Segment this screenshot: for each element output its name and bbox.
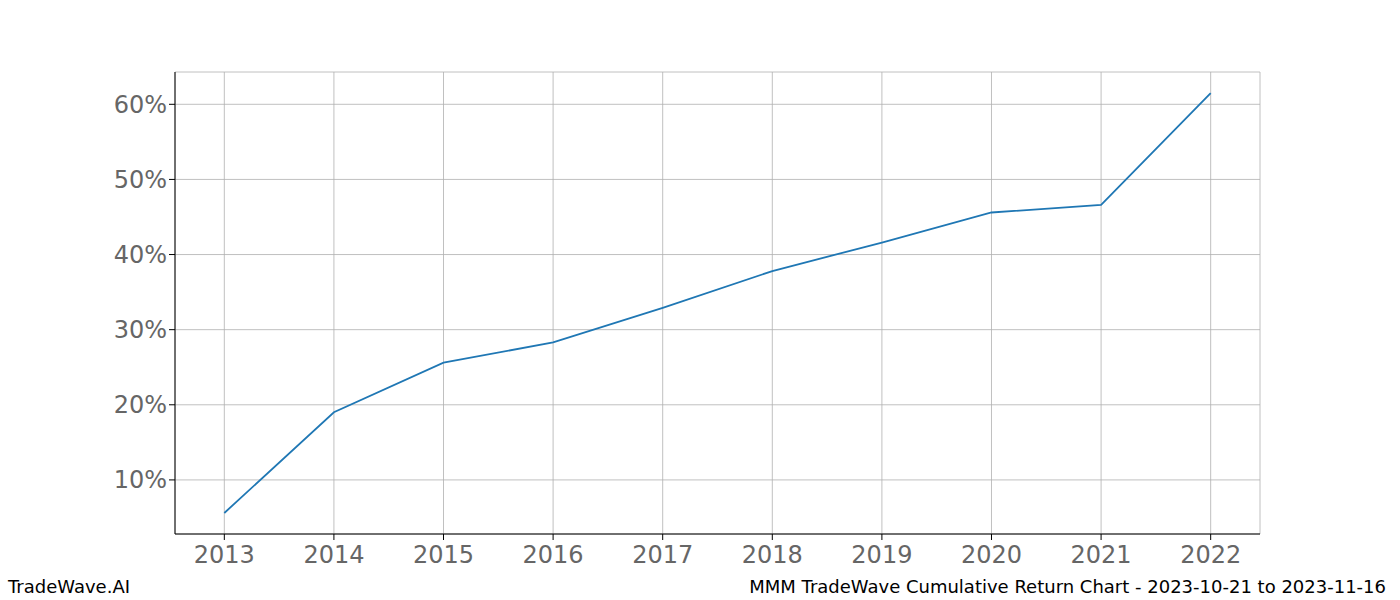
svg-text:2018: 2018 [742,541,803,569]
svg-text:60%: 60% [114,91,167,119]
html-text:MMM TradeWave Cumulative Retur: MMM TradeWave Cumulative Return Chart - … [749,576,1386,597]
svg-text:30%: 30% [114,316,167,344]
svg-text:2014: 2014 [303,541,364,569]
html-text:TradeWave.AI: TradeWave.AI [8,576,130,597]
svg-text:2016: 2016 [523,541,584,569]
svg-text:2013: 2013 [194,541,255,569]
svg-text:10%: 10% [114,466,167,494]
svg-text:40%: 40% [114,241,167,269]
svg-text:20%: 20% [114,391,167,419]
svg-text:2021: 2021 [1071,541,1132,569]
svg-text:2017: 2017 [632,541,693,569]
svg-text:2022: 2022 [1180,541,1241,569]
svg-text:2015: 2015 [413,541,474,569]
svg-text:2020: 2020 [961,541,1022,569]
svg-text:50%: 50% [114,166,167,194]
svg-text:2019: 2019 [851,541,912,569]
